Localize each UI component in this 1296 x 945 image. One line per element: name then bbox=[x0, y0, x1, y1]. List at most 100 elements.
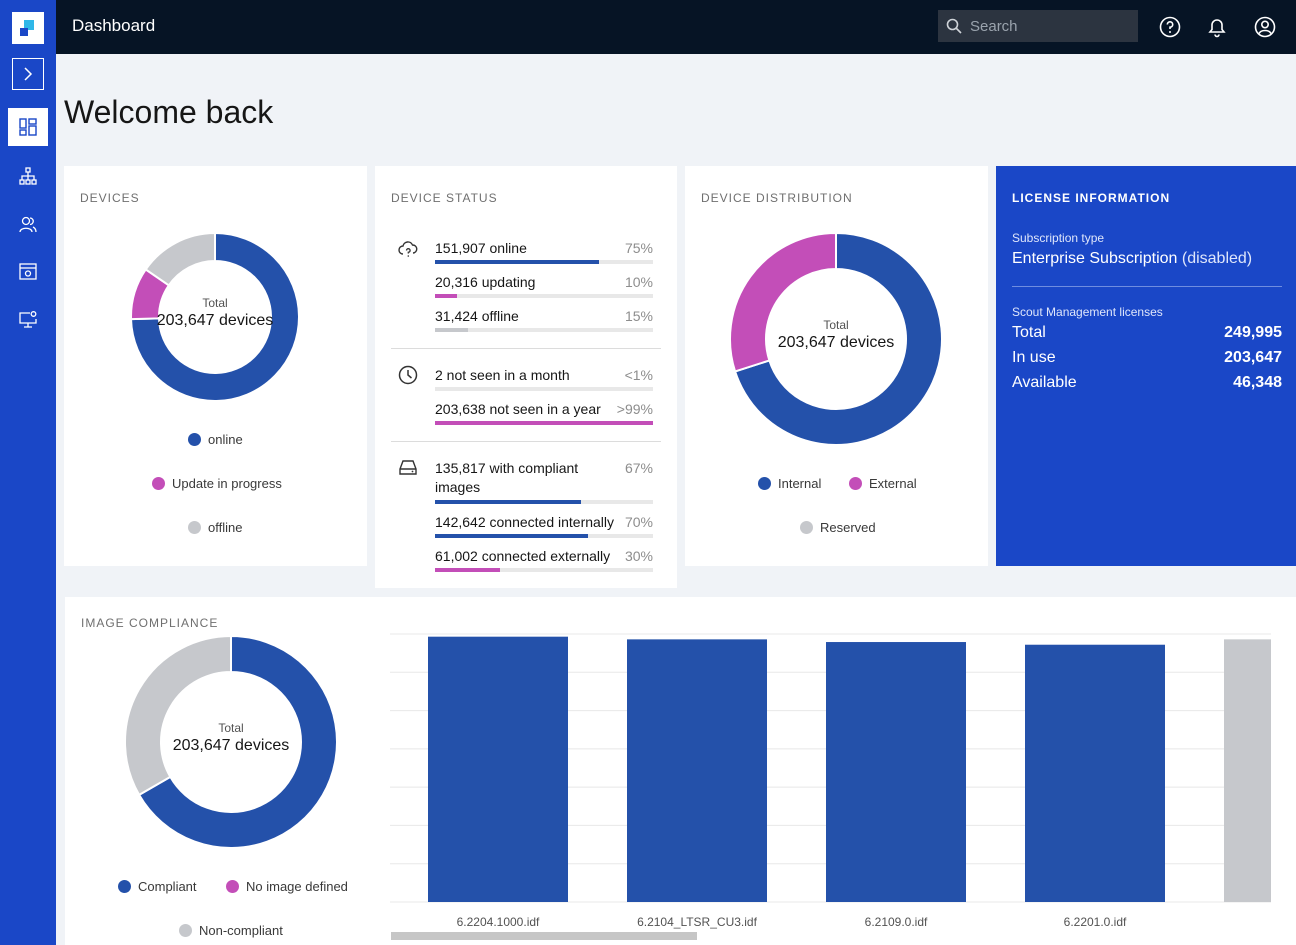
status-row-connected-externally[interactable]: 61,002 connected externally 30% bbox=[435, 548, 653, 572]
cloud-question-icon bbox=[398, 241, 418, 257]
notifications-button[interactable] bbox=[1205, 15, 1229, 39]
device-distribution-card: DEVICE DISTRIBUTION Total 203,647 device… bbox=[685, 166, 988, 566]
legend-label: Compliant bbox=[138, 879, 197, 894]
license-in-use-row: In use 203,647 bbox=[1012, 349, 1282, 367]
compliance-segment-compliant[interactable] bbox=[137, 636, 337, 848]
license-value: 46,348 bbox=[1233, 374, 1282, 391]
status-row-online[interactable]: 151,907 online 75% bbox=[435, 240, 653, 264]
license-available-row: Available 46,348 bbox=[1012, 374, 1282, 392]
distribution-segment-internal[interactable] bbox=[733, 233, 942, 445]
distribution-card-title: DEVICE DISTRIBUTION bbox=[701, 191, 853, 205]
sidebar-item-settings[interactable] bbox=[8, 252, 48, 290]
x-tick-label: 6.2109.0.idf bbox=[865, 915, 928, 929]
legend-offline[interactable]: offline bbox=[188, 520, 242, 535]
legend-compliant[interactable]: Compliant bbox=[118, 879, 197, 894]
status-text: 61,002 connected externally bbox=[435, 548, 611, 564]
status-row-not-seen-month[interactable]: 2 not seen in a month <1% bbox=[435, 367, 653, 391]
status-bar bbox=[435, 328, 653, 332]
status-bar-fill bbox=[435, 328, 468, 332]
legend-no-image-defined[interactable]: No image defined bbox=[226, 879, 348, 894]
storage-drive-icon bbox=[399, 460, 417, 475]
license-value: 249,995 bbox=[1224, 324, 1282, 341]
search-input[interactable] bbox=[970, 17, 1130, 35]
chevron-right-icon bbox=[24, 67, 33, 81]
legend-online[interactable]: online bbox=[188, 432, 243, 447]
bell-icon bbox=[1208, 19, 1226, 38]
license-card-title: LICENSE INFORMATION bbox=[1012, 191, 1171, 205]
status-bar-fill bbox=[435, 294, 457, 298]
status-row-updating[interactable]: 20,316 updating 10% bbox=[435, 274, 653, 298]
legend-dot bbox=[188, 521, 201, 534]
user-profile-button[interactable] bbox=[1253, 15, 1277, 39]
legend-dot bbox=[758, 477, 771, 490]
bar-3[interactable] bbox=[1025, 644, 1165, 902]
legend-update-in-progress[interactable]: Update in progress bbox=[152, 476, 282, 491]
expand-sidebar-button[interactable] bbox=[12, 58, 44, 90]
legend-non-compliant[interactable]: Non-compliant bbox=[179, 923, 283, 938]
status-text: 31,424 offline bbox=[435, 308, 519, 324]
bar-0[interactable] bbox=[428, 636, 568, 902]
legend-dot bbox=[849, 477, 862, 490]
device-status-card-title: DEVICE STATUS bbox=[391, 191, 498, 205]
divider bbox=[391, 441, 661, 442]
sidebar-item-monitor[interactable] bbox=[8, 300, 48, 338]
user-avatar-icon bbox=[1254, 16, 1276, 38]
legend-label: Internal bbox=[778, 476, 822, 491]
welcome-heading: Welcome back bbox=[64, 94, 274, 130]
legend-reserved[interactable]: Reserved bbox=[800, 520, 876, 535]
status-row-compliant-images[interactable]: 135,817 with compliant images 67% bbox=[435, 460, 653, 504]
distribution-segment-external[interactable] bbox=[730, 233, 837, 373]
sidebar-item-users[interactable] bbox=[8, 205, 48, 243]
legend-external[interactable]: External bbox=[849, 476, 917, 491]
legend-dot bbox=[152, 477, 165, 490]
search-box[interactable] bbox=[938, 10, 1138, 42]
sidebar-item-topology[interactable] bbox=[8, 157, 48, 195]
devices-card-title: DEVICES bbox=[80, 191, 140, 205]
help-button[interactable] bbox=[1158, 15, 1182, 39]
legend-dot bbox=[179, 924, 192, 937]
top-bar: Dashboard bbox=[56, 0, 1296, 54]
legend-label: offline bbox=[208, 520, 243, 535]
license-key: In use bbox=[1012, 349, 1056, 366]
x-tick-label: 6.2204.1000.idf bbox=[457, 915, 540, 929]
status-row-connected-internally[interactable]: 142,642 connected internally 70% bbox=[435, 514, 653, 538]
legend-internal[interactable]: Internal bbox=[758, 476, 821, 491]
compliance-donut-chart bbox=[125, 636, 337, 848]
status-bar-fill bbox=[435, 421, 653, 425]
bar-4[interactable] bbox=[1224, 639, 1271, 902]
status-row-not-seen-year[interactable]: 203,638 not seen in a year >99% bbox=[435, 401, 653, 425]
sidebar-item-dashboard[interactable] bbox=[8, 108, 48, 146]
devices-total-value: 203,647 devices bbox=[156, 312, 274, 329]
status-row-offline[interactable]: 31,424 offline 15% bbox=[435, 308, 653, 332]
compliance-segment-non-compliant[interactable] bbox=[125, 636, 232, 797]
devices-segment-offline[interactable] bbox=[144, 233, 216, 287]
devices-segment-online[interactable] bbox=[131, 233, 299, 401]
clock-icon bbox=[398, 365, 418, 385]
legend-label: online bbox=[208, 432, 243, 447]
license-key: Total bbox=[1012, 324, 1046, 341]
chart-horizontal-scrollbar[interactable] bbox=[391, 932, 697, 940]
page-title: Dashboard bbox=[72, 16, 156, 35]
status-percent: 70% bbox=[624, 514, 653, 530]
app-logo[interactable] bbox=[12, 12, 44, 44]
status-percent: 30% bbox=[624, 548, 653, 564]
bar-chart-svg: 6.2204.1000.idf 6.2104_LTSR_CU3.idf 6.2109… bbox=[390, 633, 1271, 929]
subscription-type-label: Subscription type bbox=[1012, 231, 1105, 245]
status-bar-fill bbox=[435, 260, 599, 264]
status-text: 135,817 with compliant bbox=[435, 460, 579, 476]
status-percent: 75% bbox=[624, 240, 653, 256]
device-status-card: DEVICE STATUS 151,907 online 75% 20,316 … bbox=[375, 166, 677, 588]
status-percent: 67% bbox=[624, 460, 653, 476]
legend-dot bbox=[800, 521, 813, 534]
status-text-line2: images bbox=[435, 479, 481, 495]
status-bar bbox=[435, 500, 653, 504]
legend-dot bbox=[226, 880, 239, 893]
bar-1[interactable] bbox=[627, 639, 767, 902]
license-key: Available bbox=[1012, 374, 1077, 391]
subscription-state: (disabled) bbox=[1181, 250, 1253, 267]
bar-2[interactable] bbox=[826, 642, 966, 902]
devices-donut-chart bbox=[131, 233, 299, 401]
licenses-label: Scout Management licenses bbox=[1012, 305, 1163, 319]
status-bar bbox=[435, 534, 653, 538]
calendar-settings-icon bbox=[19, 263, 37, 280]
